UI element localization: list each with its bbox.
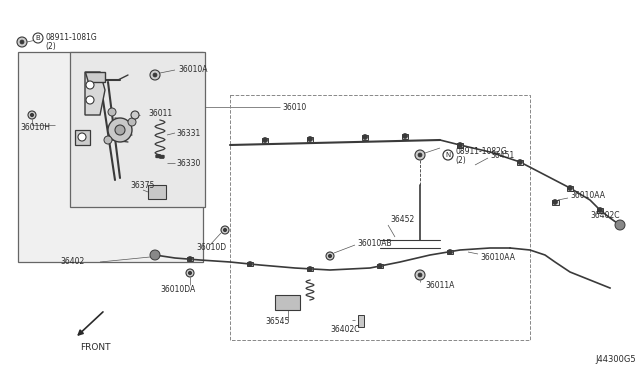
Polygon shape (85, 72, 105, 82)
Bar (307, 137, 313, 141)
Circle shape (378, 263, 383, 269)
Circle shape (78, 133, 86, 141)
Circle shape (150, 250, 160, 260)
Bar (18, 52, 203, 262)
Text: 36010D: 36010D (196, 244, 226, 253)
Circle shape (289, 299, 295, 305)
Circle shape (221, 226, 229, 234)
Bar (567, 186, 573, 190)
Text: (2): (2) (455, 157, 466, 166)
Bar (247, 262, 253, 266)
Text: 36010: 36010 (282, 103, 307, 112)
Circle shape (31, 113, 33, 116)
Bar (402, 134, 408, 138)
Circle shape (403, 134, 408, 138)
Bar (517, 160, 523, 164)
Bar (597, 208, 603, 212)
Circle shape (20, 40, 24, 44)
Circle shape (279, 299, 285, 305)
Circle shape (86, 81, 94, 89)
Text: 36010H: 36010H (20, 124, 50, 132)
Circle shape (307, 266, 312, 272)
Circle shape (153, 73, 157, 77)
Circle shape (418, 273, 422, 277)
Circle shape (248, 262, 253, 266)
Bar (307, 267, 313, 271)
Circle shape (186, 269, 194, 277)
Circle shape (328, 254, 332, 257)
Text: J44300G5: J44300G5 (595, 356, 636, 365)
Circle shape (362, 135, 367, 140)
Circle shape (326, 252, 334, 260)
Circle shape (415, 150, 425, 160)
Text: 08911-1082G: 08911-1082G (455, 148, 507, 157)
Text: 36010AB: 36010AB (357, 238, 392, 247)
Text: N: N (445, 152, 451, 158)
Text: 36545: 36545 (265, 317, 289, 327)
Circle shape (33, 33, 43, 43)
Text: (2): (2) (45, 42, 56, 51)
Circle shape (128, 118, 136, 126)
Text: B: B (36, 35, 40, 41)
Text: 36331: 36331 (176, 128, 200, 138)
Circle shape (17, 37, 27, 47)
Circle shape (108, 108, 116, 116)
Text: 36330: 36330 (176, 158, 200, 167)
Text: 08911-1081G: 08911-1081G (45, 33, 97, 42)
Circle shape (223, 228, 227, 231)
Text: 36402C: 36402C (590, 211, 620, 219)
Bar (552, 199, 559, 205)
Circle shape (443, 150, 453, 160)
Bar (187, 257, 193, 261)
Text: 36010DA: 36010DA (160, 285, 195, 295)
Circle shape (150, 70, 160, 80)
Text: 36010AA: 36010AA (570, 190, 605, 199)
Text: 36375: 36375 (130, 180, 154, 189)
Circle shape (307, 137, 312, 141)
Bar (447, 250, 453, 254)
Text: 36402: 36402 (60, 257, 84, 266)
Text: 36451: 36451 (490, 151, 515, 160)
Text: 36010A: 36010A (178, 65, 207, 74)
Circle shape (131, 111, 139, 119)
Text: 36011A: 36011A (425, 280, 454, 289)
Text: FRONT: FRONT (80, 343, 110, 353)
Bar (377, 264, 383, 268)
Bar (362, 135, 368, 140)
Circle shape (86, 96, 94, 104)
Text: 36010AA: 36010AA (480, 253, 515, 262)
Circle shape (518, 160, 522, 164)
Circle shape (115, 125, 125, 135)
Bar (148, 185, 166, 199)
Circle shape (598, 208, 602, 212)
Circle shape (188, 257, 193, 262)
Bar (358, 315, 364, 327)
Circle shape (615, 220, 625, 230)
Bar (457, 142, 463, 148)
Circle shape (108, 118, 132, 142)
Circle shape (418, 153, 422, 157)
Circle shape (415, 270, 425, 280)
Circle shape (104, 136, 112, 144)
Text: 36452: 36452 (390, 215, 414, 224)
Bar (70, 52, 205, 207)
Circle shape (447, 250, 452, 254)
Bar (275, 295, 300, 310)
Circle shape (552, 199, 557, 205)
Circle shape (458, 142, 463, 148)
Bar (262, 138, 268, 142)
Circle shape (568, 186, 573, 190)
Circle shape (262, 138, 268, 142)
Circle shape (189, 272, 191, 275)
Polygon shape (75, 130, 90, 145)
Polygon shape (85, 72, 105, 115)
Text: 36402C: 36402C (330, 326, 360, 334)
Circle shape (28, 111, 36, 119)
Text: 36011: 36011 (148, 109, 172, 118)
